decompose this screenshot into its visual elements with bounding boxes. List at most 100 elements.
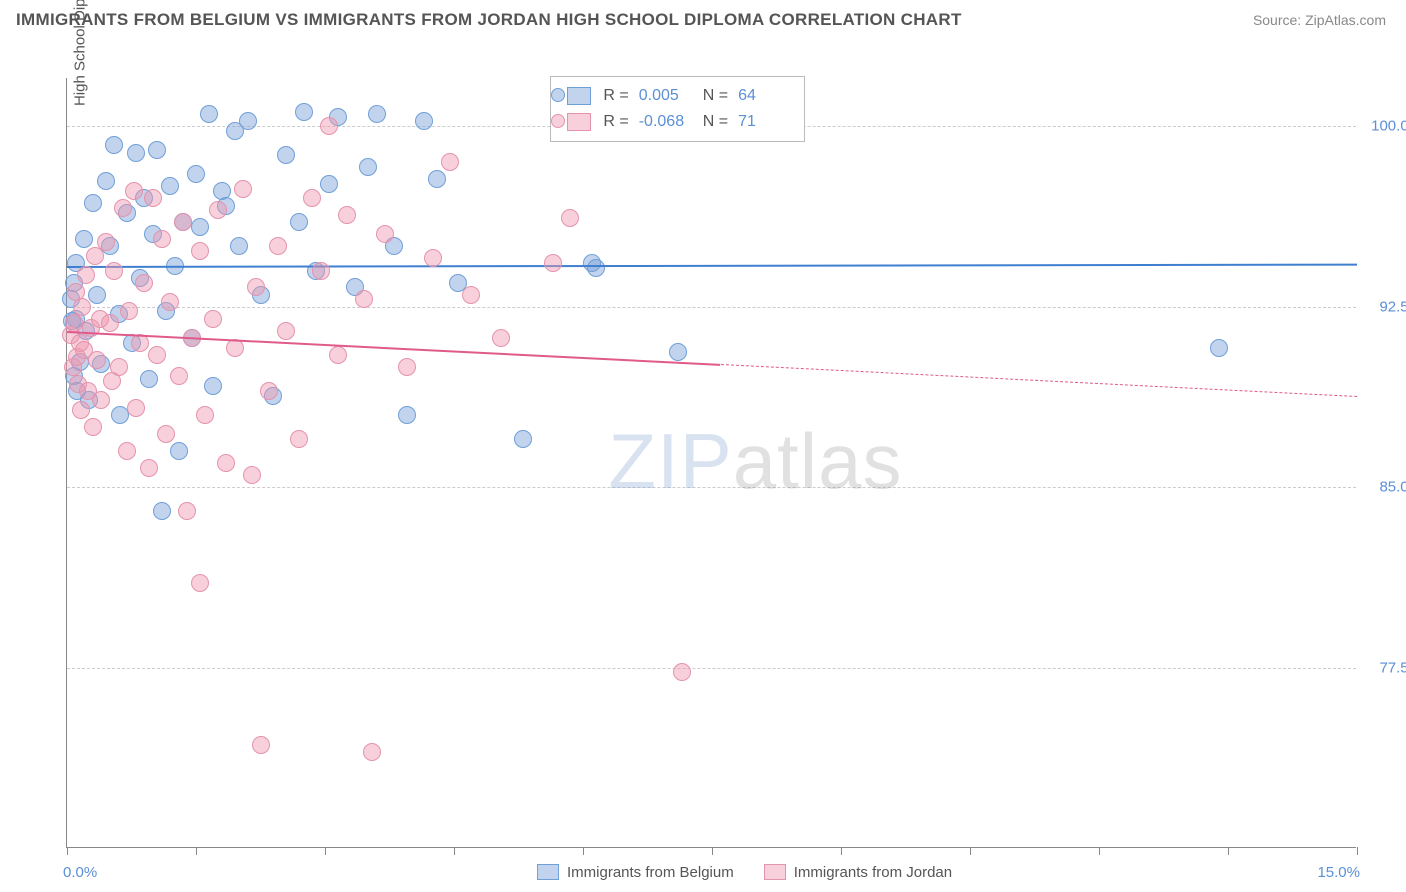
- data-point-jordan: [290, 430, 308, 448]
- data-point-belgium: [161, 177, 179, 195]
- legend-swatch-icon: [537, 864, 559, 880]
- data-point-belgium: [140, 370, 158, 388]
- data-point-jordan: [73, 298, 91, 316]
- data-point-belgium: [88, 286, 106, 304]
- data-point-jordan: [191, 242, 209, 260]
- data-point-jordan: [140, 459, 158, 477]
- data-point-jordan: [72, 401, 90, 419]
- series-legend-label: Immigrants from Belgium: [567, 864, 734, 881]
- x-tick: [325, 847, 326, 855]
- data-point-jordan: [312, 262, 330, 280]
- data-point-jordan: [153, 230, 171, 248]
- data-point-belgium: [187, 165, 205, 183]
- data-point-jordan: [84, 418, 102, 436]
- chart-title: IMMIGRANTS FROM BELGIUM VS IMMIGRANTS FR…: [16, 10, 962, 30]
- data-point-jordan: [127, 399, 145, 417]
- y-tick-label: 77.5%: [1379, 659, 1406, 676]
- data-point-belgium: [75, 230, 93, 248]
- y-tick-label: 85.0%: [1379, 479, 1406, 496]
- data-point-jordan: [277, 322, 295, 340]
- data-point-jordan: [561, 209, 579, 227]
- gridline: [67, 487, 1356, 488]
- data-point-jordan: [363, 743, 381, 761]
- data-point-jordan: [303, 189, 321, 207]
- data-point-jordan: [135, 274, 153, 292]
- legend-n-label: N =: [703, 87, 728, 105]
- data-point-belgium: [239, 112, 257, 130]
- x-tick: [970, 847, 971, 855]
- y-tick-label: 92.5%: [1379, 298, 1406, 315]
- series-legend-item-jordan: Immigrants from Jordan: [764, 864, 952, 881]
- gridline: [67, 307, 1356, 308]
- data-point-jordan: [424, 249, 442, 267]
- x-tick-label-min: 0.0%: [63, 864, 97, 881]
- legend-square-icon: [567, 87, 591, 105]
- legend-r-label: R =: [603, 87, 628, 105]
- data-point-jordan: [148, 346, 166, 364]
- data-point-jordan: [234, 180, 252, 198]
- data-point-jordan: [191, 574, 209, 592]
- data-point-jordan: [492, 329, 510, 347]
- watermark: ZIPatlas: [608, 416, 902, 507]
- x-tick: [712, 847, 713, 855]
- legend-dot-icon: [551, 88, 565, 102]
- legend-r-label: R =: [603, 113, 628, 131]
- data-point-jordan: [174, 213, 192, 231]
- legend-square-icon: [567, 113, 591, 131]
- data-point-jordan: [157, 425, 175, 443]
- legend-n-value: 71: [738, 113, 792, 131]
- data-point-belgium: [514, 430, 532, 448]
- legend-row-jordan: R = -0.068N =71: [559, 109, 792, 135]
- data-point-jordan: [161, 293, 179, 311]
- data-point-jordan: [101, 314, 119, 332]
- data-point-belgium: [320, 175, 338, 193]
- data-point-jordan: [252, 736, 270, 754]
- x-tick: [1228, 847, 1229, 855]
- data-point-belgium: [398, 406, 416, 424]
- data-point-belgium: [170, 442, 188, 460]
- correlation-legend: R = 0.005N =64R = -0.068N =71: [550, 76, 805, 142]
- data-point-jordan: [260, 382, 278, 400]
- data-point-belgium: [277, 146, 295, 164]
- data-point-belgium: [191, 218, 209, 236]
- data-point-belgium: [428, 170, 446, 188]
- x-tick: [1099, 847, 1100, 855]
- data-point-belgium: [200, 105, 218, 123]
- trend-belgium: [67, 263, 1357, 267]
- gridline: [67, 668, 1356, 669]
- legend-row-belgium: R = 0.005N =64: [559, 83, 792, 109]
- data-point-jordan: [247, 278, 265, 296]
- data-point-belgium: [153, 502, 171, 520]
- data-point-jordan: [65, 314, 83, 332]
- data-point-jordan: [441, 153, 459, 171]
- data-point-jordan: [204, 310, 222, 328]
- data-point-belgium: [97, 172, 115, 190]
- data-point-jordan: [338, 206, 356, 224]
- x-tick: [841, 847, 842, 855]
- data-point-jordan: [462, 286, 480, 304]
- data-point-jordan: [355, 290, 373, 308]
- data-point-jordan: [170, 367, 188, 385]
- legend-n-value: 64: [738, 87, 792, 105]
- x-tick: [583, 847, 584, 855]
- data-point-jordan: [92, 391, 110, 409]
- x-tick: [196, 847, 197, 855]
- y-tick-label: 100.0%: [1371, 118, 1406, 135]
- data-point-jordan: [118, 442, 136, 460]
- data-point-jordan: [196, 406, 214, 424]
- x-tick: [67, 847, 68, 855]
- trend-jordan-ext: [721, 364, 1357, 397]
- data-point-jordan: [178, 502, 196, 520]
- data-point-jordan: [120, 302, 138, 320]
- legend-n-label: N =: [703, 113, 728, 131]
- data-point-belgium: [415, 112, 433, 130]
- data-point-belgium: [1210, 339, 1228, 357]
- data-point-jordan: [86, 247, 104, 265]
- x-tick-label-max: 15.0%: [1317, 864, 1360, 881]
- source-attribution: Source: ZipAtlas.com: [1253, 12, 1386, 28]
- data-point-jordan: [320, 117, 338, 135]
- data-point-belgium: [127, 144, 145, 162]
- x-tick: [454, 847, 455, 855]
- data-point-belgium: [295, 103, 313, 121]
- data-point-jordan: [125, 182, 143, 200]
